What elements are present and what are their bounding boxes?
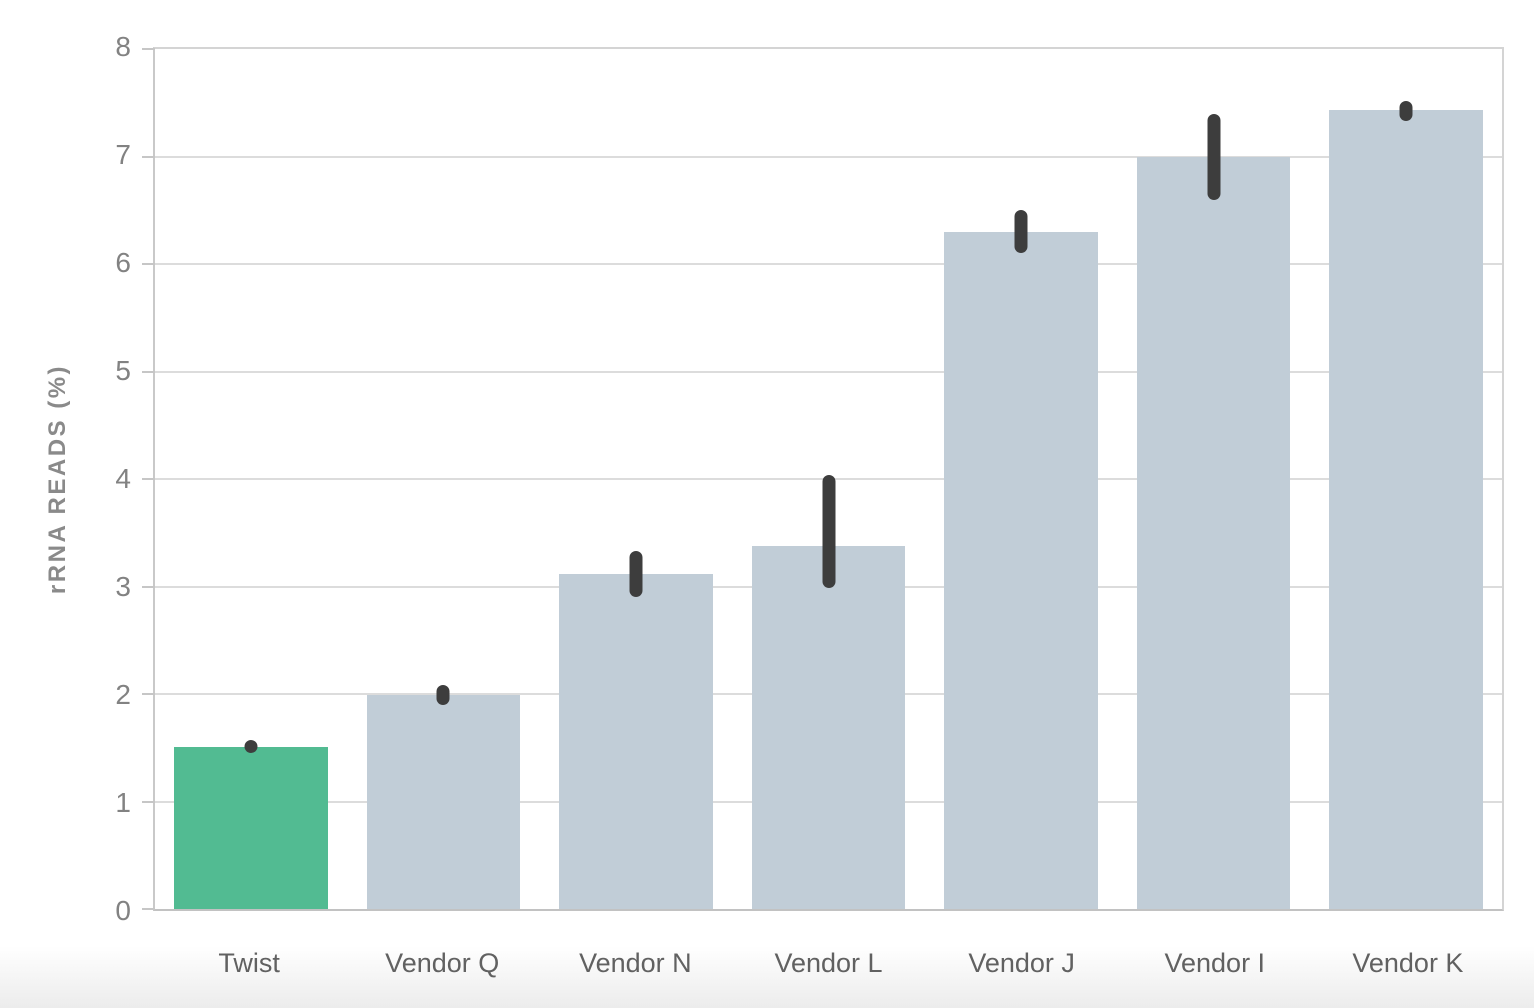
y-tickmark-3 — [142, 585, 155, 588]
bottom-fade — [0, 946, 1534, 1008]
error-bar-vendor-k — [1399, 100, 1413, 122]
error-bar-vendor-q — [436, 685, 450, 705]
bar-vendor-n — [559, 573, 713, 909]
y-tick-label-1: 1 — [115, 787, 131, 818]
bar-slot-vendor-j — [944, 49, 1098, 909]
x-label-vendor-j: Vendor J — [968, 948, 1075, 978]
bar-slot-vendor-q — [366, 49, 521, 909]
error-bar-vendor-l — [822, 474, 836, 588]
bar-vendor-i — [1136, 156, 1291, 909]
y-tick-label-8: 8 — [115, 31, 131, 62]
x-label-twist: Twist — [218, 948, 280, 978]
error-bar-vendor-i — [1207, 113, 1221, 200]
x-axis-labels: Twist Vendor Q Vendor N Vendor L Vendor J Ven… — [153, 948, 1504, 979]
gridline-6 — [155, 263, 1502, 265]
x-label-vendor-q: Vendor Q — [385, 948, 500, 978]
bar-slot-vendor-k — [1329, 49, 1484, 909]
y-tickmark-6 — [142, 263, 155, 265]
y-tick-label-7: 7 — [115, 139, 131, 170]
y-tick-label-2: 2 — [115, 679, 131, 710]
bar-slot-vendor-l — [751, 49, 906, 909]
x-label-vendor-i: Vendor I — [1164, 948, 1266, 978]
y-tickmark-4 — [142, 478, 155, 480]
y-axis: 0 1 2 3 4 5 6 7 8 — [0, 33, 131, 925]
x-label-vendor-l: Vendor L — [774, 948, 883, 978]
bar-slot-vendor-i — [1136, 49, 1291, 909]
bar-vendor-k — [1329, 110, 1484, 909]
bar-vendor-l — [751, 545, 906, 909]
y-tick-label-3: 3 — [115, 571, 131, 602]
y-tickmark-8 — [142, 48, 155, 50]
gridline-7 — [155, 155, 1502, 158]
bar-twist — [174, 746, 328, 909]
error-bar-vendor-j — [1014, 210, 1028, 254]
y-tick-label-6: 6 — [115, 247, 131, 278]
x-label-vendor-k: Vendor K — [1352, 948, 1464, 978]
plot-area — [142, 47, 1504, 911]
gridline-5 — [155, 370, 1502, 373]
error-bar-vendor-n — [629, 551, 643, 598]
y-tickmark-2 — [142, 693, 155, 695]
y-tickmark-0 — [142, 908, 155, 910]
y-tick-label-0: 0 — [115, 895, 131, 926]
bar-vendor-j — [944, 231, 1098, 909]
y-tick-label-5: 5 — [115, 355, 131, 386]
error-bar-twist — [244, 740, 258, 754]
bar-slot-vendor-n — [559, 49, 713, 909]
y-tick-label-4: 4 — [115, 463, 131, 494]
bars-row — [155, 49, 1502, 909]
bar-slot-twist — [174, 49, 328, 909]
y-tickmark-5 — [142, 370, 155, 373]
y-tickmark-7 — [142, 155, 155, 158]
x-label-vendor-n: Vendor N — [579, 948, 692, 978]
bar-vendor-q — [366, 695, 521, 909]
y-tickmark-1 — [142, 800, 155, 803]
